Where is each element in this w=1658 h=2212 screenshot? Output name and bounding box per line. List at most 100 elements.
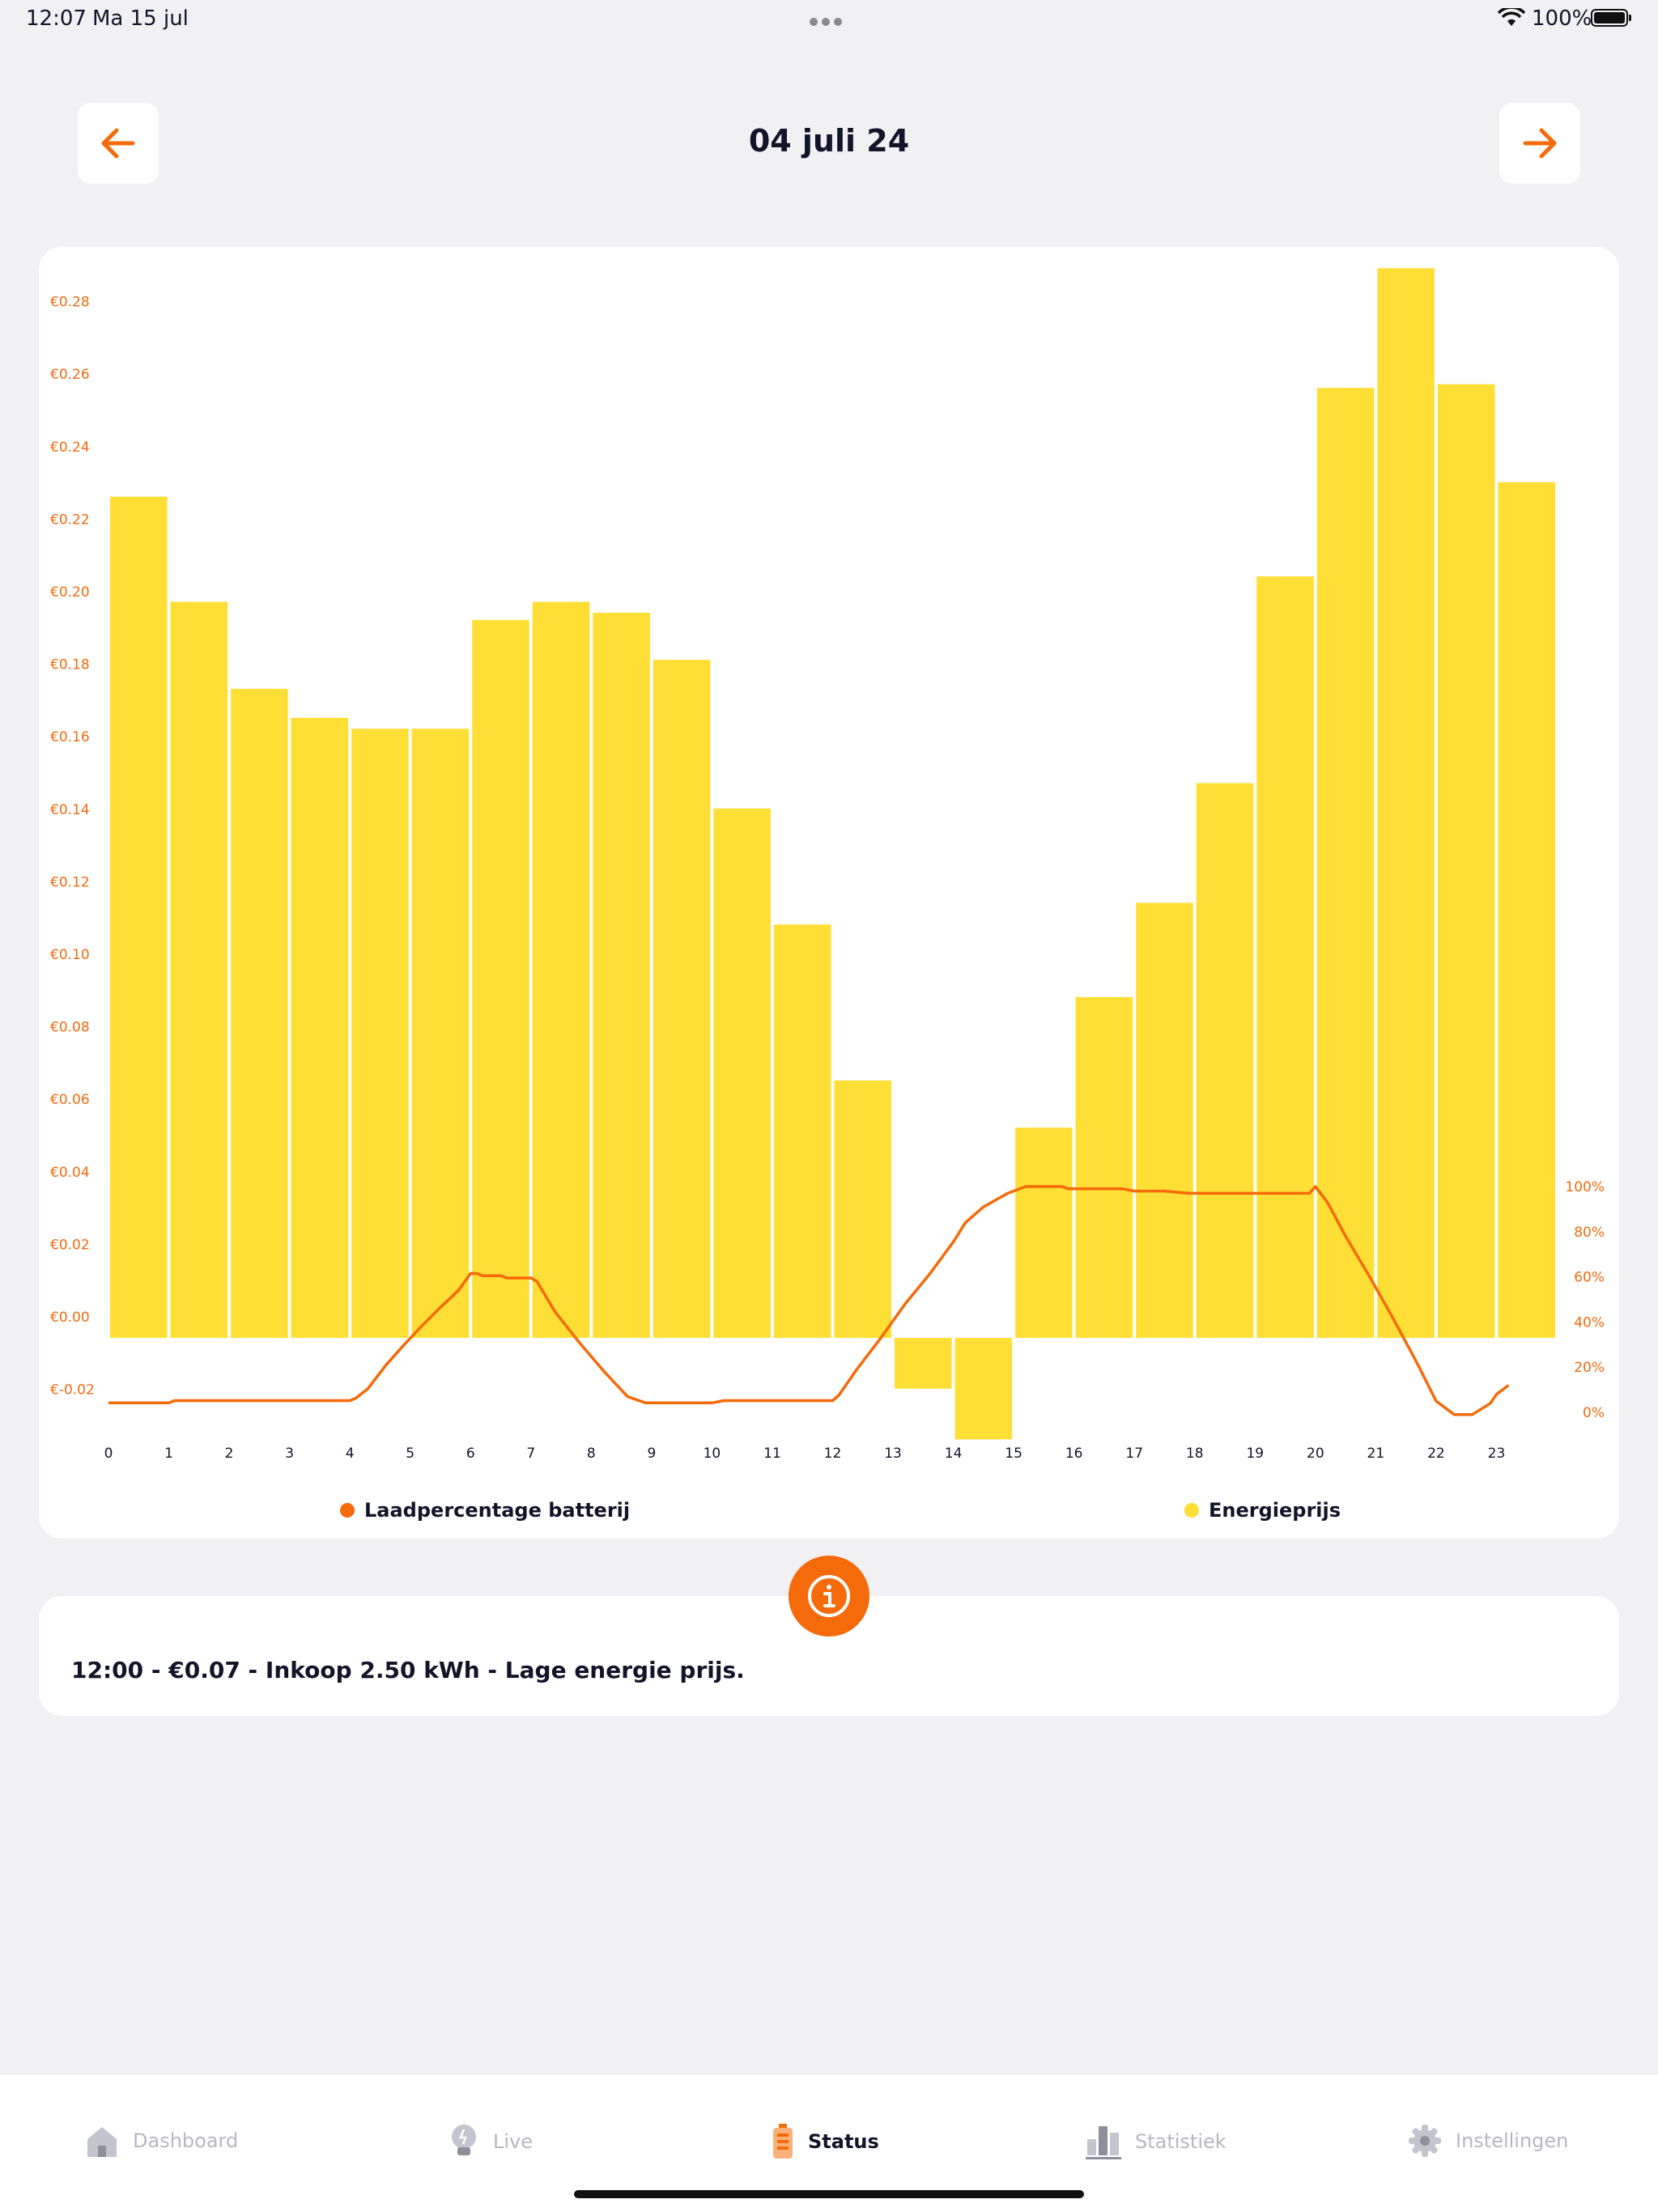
tab-dashboard[interactable]: Dashboard — [84, 2123, 238, 2159]
tab-label-status: Status — [808, 2130, 879, 2153]
price-bar[interactable] — [773, 924, 831, 1338]
price-bar[interactable] — [593, 613, 650, 1338]
price-bar[interactable] — [834, 1080, 892, 1338]
price-bar[interactable] — [1498, 482, 1555, 1338]
y-left-tick-label: €0.14 — [50, 802, 90, 818]
price-bar[interactable] — [895, 1338, 952, 1389]
y-left-tick-label: €0.08 — [50, 1020, 90, 1036]
battery-percentage: 100% — [1532, 6, 1592, 31]
y-right-tick-label: 0% — [1583, 1405, 1605, 1421]
price-bar[interactable] — [291, 717, 349, 1338]
legend-item-battery: Laadpercentage batterij — [340, 1499, 630, 1522]
y-left-tick-label: €0.12 — [50, 874, 90, 890]
legend-label-price: Energieprijs — [1209, 1499, 1341, 1522]
info-icon[interactable] — [789, 1556, 869, 1637]
previous-day-button[interactable] — [78, 103, 159, 184]
x-tick-label: 23 — [1488, 1446, 1506, 1462]
x-tick-label: 7 — [526, 1446, 535, 1462]
price-bar[interactable] — [472, 619, 529, 1338]
x-tick-label: 18 — [1186, 1446, 1204, 1462]
y-right-tick-label: 20% — [1574, 1360, 1605, 1376]
chart-card: €-0.02 €0.00 €0.02 €0.04 €0.06 €0.08 €0.10 €0.1… — [39, 247, 1619, 1539]
bar-chart-icon — [1085, 2123, 1122, 2160]
y-left-tick-label: €0.04 — [50, 1165, 90, 1181]
x-tick-label: 20 — [1307, 1446, 1324, 1462]
price-bar[interactable] — [1437, 384, 1495, 1338]
tab-statistiek[interactable]: Statistiek — [1085, 2123, 1226, 2160]
price-bar[interactable] — [411, 728, 470, 1338]
x-tick-label: 21 — [1367, 1446, 1385, 1462]
price-bar[interactable] — [351, 728, 409, 1338]
legend-dot-battery — [340, 1503, 355, 1518]
status-date: Ma 15 jul — [92, 6, 189, 31]
price-battery-chart: €-0.02 €0.00 €0.02 €0.04 €0.06 €0.08 €0.10 €0.1… — [50, 268, 1605, 1462]
x-tick-label: 13 — [884, 1446, 902, 1462]
y-left-tick-label: €0.22 — [50, 512, 90, 528]
y-left-tick-label: €0.16 — [50, 729, 90, 745]
price-bar[interactable] — [110, 496, 168, 1338]
price-bar[interactable] — [1316, 388, 1375, 1338]
y-left-tick-label: €0.18 — [50, 657, 90, 673]
tab-live[interactable]: Live — [448, 2123, 533, 2160]
price-bar[interactable] — [954, 1338, 1013, 1440]
page-title: 04 juli 24 — [748, 123, 910, 159]
price-bar[interactable] — [1256, 576, 1314, 1338]
battery-status-icon — [1591, 9, 1631, 27]
multitasking-dots-icon[interactable] — [810, 14, 848, 26]
status-time: 12:07 — [26, 6, 87, 31]
legend-label-battery: Laadpercentage batterij — [364, 1499, 631, 1522]
tab-label-statistiek: Statistiek — [1135, 2130, 1226, 2153]
x-tick-label: 1 — [164, 1446, 173, 1462]
price-bar[interactable] — [1196, 783, 1254, 1338]
x-tick-label: 19 — [1246, 1446, 1264, 1462]
y-right-tick-label: 40% — [1574, 1314, 1605, 1331]
x-tick-label: 15 — [1005, 1446, 1022, 1462]
battery-line — [108, 1185, 1510, 1416]
battery-icon — [771, 2123, 795, 2160]
y-left-tick-label: €0.24 — [50, 439, 90, 456]
price-bar[interactable] — [1015, 1127, 1073, 1338]
x-tick-label: 17 — [1125, 1446, 1143, 1462]
price-bar[interactable] — [532, 601, 590, 1338]
x-tick-label: 12 — [824, 1446, 842, 1462]
y-left-tick-label: €0.02 — [50, 1237, 90, 1253]
next-day-button[interactable] — [1499, 103, 1580, 184]
x-tick-label: 14 — [945, 1446, 963, 1462]
gear-icon — [1407, 2123, 1443, 2159]
price-bar[interactable] — [170, 601, 228, 1338]
arrow-left-icon — [101, 128, 135, 159]
tab-instellingen[interactable]: Instellingen — [1407, 2123, 1568, 2159]
arrow-right-icon — [1523, 128, 1557, 159]
x-tick-label: 2 — [225, 1446, 234, 1462]
y-left-tick-label: €0.10 — [50, 947, 90, 963]
y-right-tick-label: 100% — [1565, 1179, 1605, 1195]
x-tick-label: 4 — [346, 1446, 355, 1462]
price-bar[interactable] — [1136, 902, 1193, 1338]
x-tick-label: 11 — [763, 1446, 781, 1462]
x-tick-label: 9 — [647, 1446, 656, 1462]
price-bar[interactable] — [1075, 996, 1133, 1338]
bulb-icon — [448, 2123, 480, 2160]
x-tick-label: 22 — [1427, 1446, 1445, 1462]
info-card: 12:00 - €0.07 - Inkoop 2.50 kWh - Lage e… — [39, 1596, 1619, 1716]
price-bar[interactable] — [1377, 268, 1435, 1338]
tab-label-instellingen: Instellingen — [1456, 2129, 1569, 2152]
wifi-icon — [1497, 6, 1526, 31]
y-right-tick-label: 60% — [1574, 1270, 1605, 1286]
tab-label-dashboard: Dashboard — [133, 2129, 239, 2152]
x-tick-label: 16 — [1065, 1446, 1083, 1462]
x-tick-label: 10 — [704, 1446, 721, 1462]
y-left-tick-label: €-0.02 — [50, 1382, 95, 1399]
y-left-tick-label: €0.00 — [50, 1310, 90, 1326]
price-bar[interactable] — [713, 808, 771, 1338]
legend-dot-price — [1184, 1503, 1199, 1518]
tab-status[interactable]: Status — [771, 2123, 879, 2160]
home-icon — [84, 2123, 120, 2159]
y-left-tick-label: €0.20 — [50, 584, 90, 601]
x-tick-label: 5 — [406, 1446, 414, 1462]
price-bar[interactable] — [231, 689, 288, 1338]
x-tick-label: 8 — [587, 1446, 596, 1462]
y-left-tick-label: €0.28 — [50, 295, 90, 311]
price-bar[interactable] — [653, 660, 711, 1338]
tab-bar: Dashboard Live Status Statistiek Instell… — [0, 2074, 1658, 2212]
